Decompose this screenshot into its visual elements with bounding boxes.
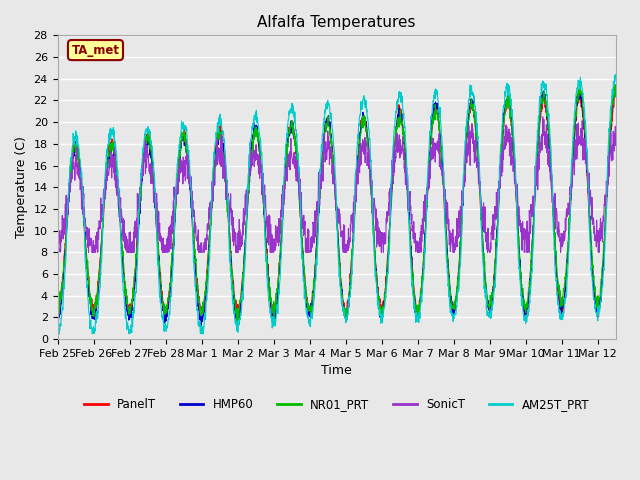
SonicT <box>612 143 620 148</box>
Line: PanelT: PanelT <box>58 92 616 317</box>
AM25T_PRT <box>325 103 333 109</box>
PanelT <box>325 119 333 124</box>
PanelT <box>596 302 604 308</box>
Y-axis label: Temperature (C): Temperature (C) <box>15 136 28 238</box>
PanelT <box>595 314 602 320</box>
HMP60 <box>596 304 604 310</box>
Line: NR01_PRT: NR01_PRT <box>58 84 616 323</box>
Title: Alfalfa Temperatures: Alfalfa Temperatures <box>257 15 416 30</box>
HMP60 <box>54 311 61 316</box>
Line: SonicT: SonicT <box>58 117 616 252</box>
SonicT <box>596 226 604 232</box>
PanelT <box>82 247 90 253</box>
PanelT <box>310 276 318 281</box>
HMP60 <box>612 87 620 93</box>
AM25T_PRT <box>596 309 604 315</box>
AM25T_PRT <box>493 244 501 250</box>
HMP60 <box>325 120 333 126</box>
SonicT <box>82 226 90 231</box>
SonicT <box>54 250 61 255</box>
AM25T_PRT <box>310 295 318 300</box>
NR01_PRT <box>54 305 61 311</box>
NR01_PRT <box>493 227 501 233</box>
NR01_PRT <box>82 248 90 253</box>
X-axis label: Time: Time <box>321 364 352 377</box>
AM25T_PRT <box>596 309 604 314</box>
SonicT <box>310 240 318 246</box>
SonicT <box>596 227 604 232</box>
AM25T_PRT <box>54 326 61 332</box>
Legend: PanelT, HMP60, NR01_PRT, SonicT, AM25T_PRT: PanelT, HMP60, NR01_PRT, SonicT, AM25T_P… <box>79 394 594 416</box>
PanelT <box>493 228 500 233</box>
HMP60 <box>611 84 619 90</box>
NR01_PRT <box>612 87 620 93</box>
PanelT <box>54 302 61 308</box>
NR01_PRT <box>233 320 241 326</box>
SonicT <box>325 146 333 152</box>
SonicT <box>493 198 500 204</box>
HMP60 <box>83 257 90 263</box>
PanelT <box>596 300 604 306</box>
AM25T_PRT <box>83 270 90 276</box>
SonicT <box>539 114 547 120</box>
AM25T_PRT <box>612 72 620 77</box>
NR01_PRT <box>325 124 333 130</box>
NR01_PRT <box>611 82 619 87</box>
Line: AM25T_PRT: AM25T_PRT <box>58 74 616 334</box>
HMP60 <box>493 223 501 229</box>
PanelT <box>612 89 620 95</box>
Text: TA_met: TA_met <box>72 44 120 57</box>
Line: HMP60: HMP60 <box>58 87 616 326</box>
HMP60 <box>596 301 604 307</box>
HMP60 <box>310 279 318 285</box>
NR01_PRT <box>596 296 604 302</box>
AM25T_PRT <box>54 331 61 336</box>
NR01_PRT <box>596 295 604 300</box>
HMP60 <box>54 324 62 329</box>
NR01_PRT <box>310 276 318 282</box>
